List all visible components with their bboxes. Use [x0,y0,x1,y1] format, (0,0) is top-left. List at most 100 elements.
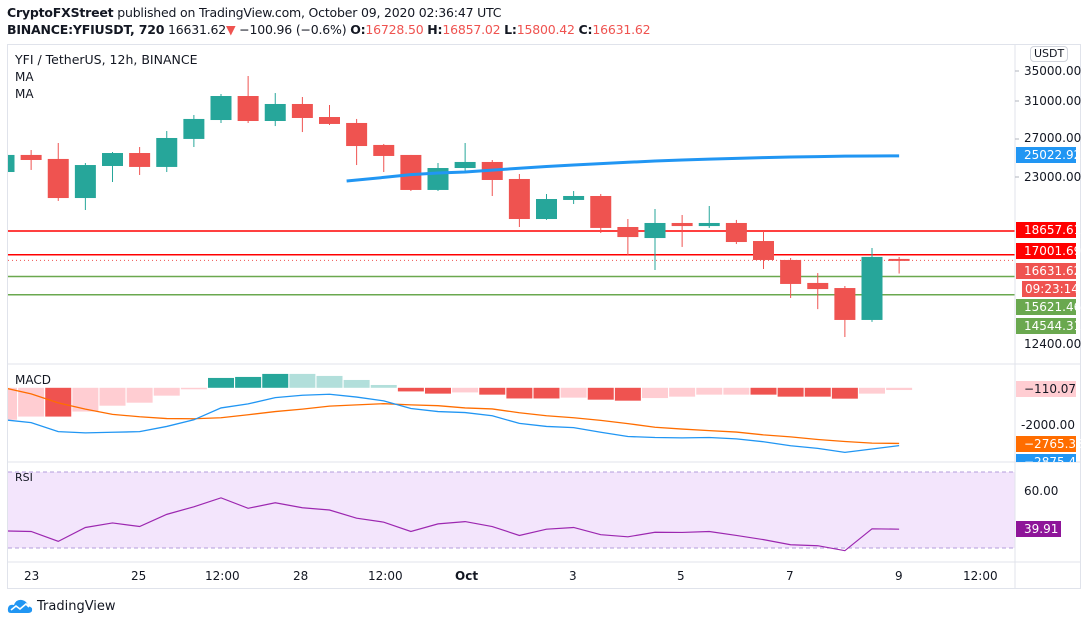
macd-histogram-bar [859,387,885,394]
ma-legend-1[interactable]: MA [15,70,34,84]
time-tick: 5 [677,569,685,583]
symbol: BINANCE:YFIUSDT, 720 [7,22,165,37]
time-tick: 9 [895,569,903,583]
candle-down [291,103,313,118]
high-label: H: [427,22,443,37]
macd-histogram-bar [153,387,180,396]
macd-histogram-bar [316,375,343,388]
candle-up [8,154,15,173]
macd-histogram-bar [750,387,777,395]
candle-down [400,154,422,190]
macd-histogram-bar [804,387,831,397]
candle-up [156,137,178,167]
close-value: 16631.62 [592,22,651,37]
macd-histogram-bar [397,387,424,392]
macd-histogram-bar [560,387,587,398]
candle-up [563,195,585,200]
rsi-tick: 60.00 [1024,484,1059,498]
currency-button[interactable]: USDT [1030,46,1069,62]
candle-down [807,282,829,290]
macd-histogram-bar [533,387,560,399]
macd-histogram-bar [777,387,804,397]
tradingview-logo[interactable]: TradingView [7,598,116,614]
candle-down [47,158,69,199]
macd-histogram-bar [723,387,750,395]
publisher: CryptoFXStreet [7,5,114,20]
down-arrow-icon: ▼ [226,22,236,37]
macd-histogram-bar [18,387,45,417]
rsi-line [8,497,900,552]
candle-down [590,195,612,228]
candle-down [780,259,802,284]
macd-line-label-clip: −2875.40 [1016,454,1076,462]
low-value: 15800.42 [516,22,575,37]
candle-down [129,153,151,167]
macd-histogram-bar [289,373,316,388]
plot-area [8,76,1015,552]
macd-histogram-bar [642,387,668,399]
macd-signal-label: −2765.33 [1016,436,1084,452]
macd-histogram-bar [669,387,696,397]
macd-histogram-bar [208,377,234,388]
chart-frame[interactable] [7,44,1081,589]
resistance2-label: 17001.69 [1016,243,1081,259]
macd-legend[interactable]: MACD [15,373,51,387]
low-label: L: [504,22,517,37]
macd-histogram-bar [831,387,858,399]
time-tick: 12:00 [205,569,240,583]
candle-up [454,161,476,169]
rsi-legend[interactable]: RSI [15,471,33,484]
candle-down [617,226,639,238]
macd-hist-label: −110.07 [1016,381,1076,397]
price-tick: 35000.00 [1024,64,1082,78]
published-text: published on TradingView.com, October 09… [117,5,502,20]
time-tick: 23 [24,569,40,583]
candle-down [888,258,910,261]
price-tick: 12400.00 [1024,337,1082,351]
macd-histogram-bar [452,387,479,393]
candle-up [698,222,720,227]
close-label: C: [578,22,593,37]
publish-info: CryptoFXStreet published on TradingView.… [7,5,501,20]
last-price: 16631.62 [167,22,227,37]
candle-up [183,118,205,139]
time-tick: 7 [786,569,794,583]
chart-legend-title: YFI / TetherUS, 12h, BINANCE [15,52,198,67]
open-label: O: [350,22,366,37]
macd-histogram-bar [614,387,641,401]
candle-down [373,144,395,156]
macd-signal-line [8,388,900,445]
price-change: −100.96 (−0.6%) [239,22,347,37]
candle-down [237,96,259,122]
support2-label: 14544.31 [1016,318,1081,334]
macd-histogram-bar [886,387,913,391]
candle-up [536,199,557,220]
high-value: 16857.02 [442,22,501,37]
time-tick: 25 [131,569,147,583]
tradingview-brand: TradingView [37,598,116,614]
time-tick: Oct [455,569,479,583]
bar-countdown-label: 09:23:14 [1022,281,1079,297]
macd-line-label: −2875.40 [1016,454,1076,462]
candle-up [210,96,232,121]
ma-legend-2[interactable]: MA [15,87,34,101]
candle-down [753,241,774,260]
moving-average-line [346,154,900,183]
ma-price-label: 25022.92 [1016,147,1081,163]
macd-histogram-bar [72,387,99,412]
macd-histogram-bar [479,387,506,395]
candle-down [508,178,530,220]
macd-tick: -2000.00 [1021,418,1075,432]
candle-up [74,165,96,199]
candle-down [346,122,368,147]
macd-histogram-bar [8,387,17,420]
resistance1-label: 18657.61 [1016,222,1081,238]
symbol-info: BINANCE:YFIUSDT, 720 16631.62▼ −100.96 (… [7,22,651,37]
candle-up [861,256,883,320]
support1-label: 15621.46 [1016,299,1081,315]
rsi-value-label: 39.91 [1016,521,1061,537]
time-tick: 28 [293,569,309,583]
macd-line [8,393,900,454]
candle-down [20,154,42,160]
